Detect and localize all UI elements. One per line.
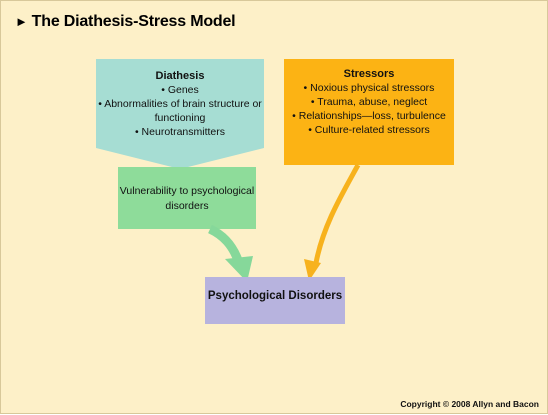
- stressors-item: • Culture-related stressors: [308, 124, 430, 136]
- title-text: The Diathesis-Stress Model: [31, 13, 236, 30]
- stressors-item: • Noxious physical stressors: [303, 82, 435, 94]
- slide-title: ► The Diathesis-Stress Model: [15, 13, 236, 31]
- diathesis-text: Diathesis • Genes • Abnormalities of bra…: [96, 69, 264, 139]
- triangle-bullet-icon: ►: [15, 14, 28, 29]
- copyright-notice: Copyright © 2008 Allyn and Bacon: [400, 399, 539, 409]
- orange-arrow: [313, 163, 361, 264]
- diathesis-heading: Diathesis: [155, 70, 205, 82]
- stressors-item: • Relationships—loss, turbulence: [292, 110, 446, 122]
- green-arrowhead: [225, 256, 253, 282]
- stressors-box: [284, 59, 454, 165]
- green-arrow: [207, 224, 244, 265]
- diathesis-item: • Abnormalities of brain structure or fu…: [98, 98, 262, 124]
- diathesis-item: • Genes: [161, 84, 199, 96]
- diathesis-item: • Neurotransmitters: [134, 126, 226, 138]
- disorders-label: Psychological Disorders: [207, 290, 343, 302]
- stressors-heading: Stressors: [343, 68, 395, 80]
- disorders-box: [205, 277, 345, 324]
- stressors-text: Stressors • Noxious physical stressors •…: [284, 67, 454, 137]
- diathesis-box: [96, 59, 264, 169]
- orange-arrowhead: [304, 259, 321, 281]
- stressors-item: • Trauma, abuse, neglect: [310, 96, 428, 108]
- vulnerability-box: [118, 167, 256, 229]
- vulnerability-label: Vulnerability to psychological disorders: [119, 185, 255, 212]
